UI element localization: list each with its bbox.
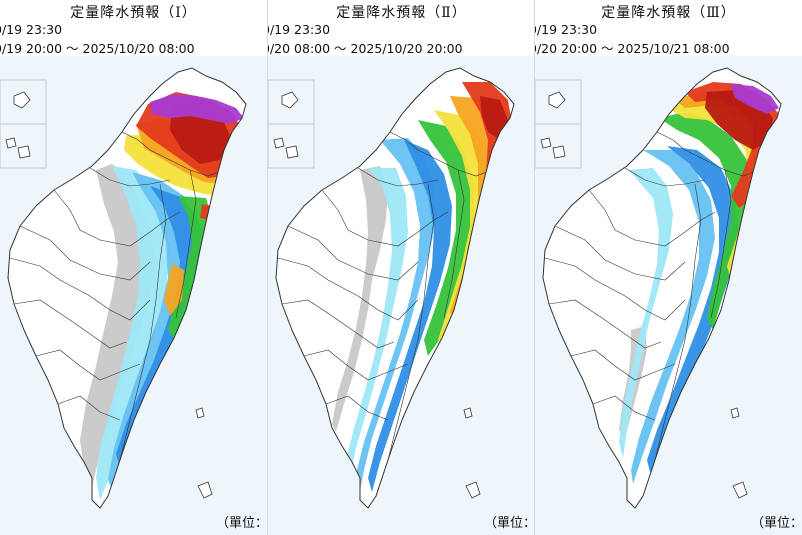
rain-zone-green [168,196,214,342]
rain-zone-cyan_light [96,166,170,500]
county-boundary [389,131,493,177]
county-boundary [554,225,686,281]
county-boundary [325,395,389,421]
rain-zone-yellow [434,110,490,350]
rain-zone-green [659,112,749,330]
valid-period: 0/19 20:00 ～ 2025/10/20 08:00 [0,41,195,56]
panel-divider [267,0,268,535]
rain-zone-magenta [150,94,244,124]
county-boundary [357,167,439,187]
county-boundary [9,257,151,321]
rain-zone-gray [80,164,156,496]
qpf-panel-3: 定量降水預報（Ⅲ） 0/19 23:30 0/20 20:00 ～ 2025/1… [535,0,802,535]
orchid-island [197,481,213,499]
county-boundary [592,395,656,421]
county-boundary [13,299,127,349]
county-boundary [544,257,686,321]
county-boundary [443,169,465,319]
county-boundary [548,299,662,349]
penghu-islet [13,91,31,109]
panel-title: 定量降水預報（Ⅰ） [70,5,197,21]
green-island [195,407,205,419]
rain-zone-blue [647,146,739,476]
county-boundary [277,257,419,321]
green-island [463,407,473,419]
county-boundary [303,349,409,381]
county-boundary [654,183,702,461]
valid-period: 0/20 20:00 ～ 2025/10/21 08:00 [535,41,730,56]
unit-label: （單位：毫 [215,516,267,531]
rain-zone-darkred [480,96,508,140]
county-boundary [287,225,419,281]
county-boundary [588,189,716,247]
green-island [730,407,740,419]
rain-zones [80,92,244,500]
penghu-islet [540,137,552,149]
county-boundary [119,183,167,461]
orchid-island [465,481,481,499]
taiwan-rain-map-2 [268,67,515,509]
unit-label: （單位：毫 [483,516,535,531]
rain-zone-blue [368,140,452,492]
penghu-islet [17,145,31,159]
taiwan-coastline [7,67,247,509]
rain-zone-magenta [731,84,779,114]
qpf-panel-2: 定量降水預報（Ⅱ） 0/19 23:30 0/20 08:00 ～ 2025/1… [268,0,535,535]
rain-zone-blue [116,186,204,468]
county-boundary [19,225,151,281]
panel-divider [534,0,535,535]
orchid-island [732,481,748,499]
county-boundary [35,349,141,381]
valid-period: 0/20 08:00 ～ 2025/10/20 20:00 [268,41,463,56]
taiwan-rain-map-3 [535,67,782,509]
county-boundary [656,131,760,177]
penghu-islet [285,145,299,159]
qpf-panel-1: 定量降水預報（Ⅰ） 0/19 23:30 0/19 20:00 ～ 2025/1… [0,0,267,535]
county-boundary [57,395,121,421]
county-boundary [710,169,732,319]
rain-zone-blue_light [108,172,198,494]
rain-zone-red [200,204,212,220]
county-boundary [281,299,395,349]
penghu-islet [281,91,299,109]
county-boundary [53,189,181,247]
panel-title: 定量降水預報（Ⅲ） [601,5,736,21]
issued-time: 0/19 23:30 [0,22,63,37]
county-boundary [321,189,449,247]
county-boundary [89,167,171,187]
taiwan-rain-map-1 [0,67,247,509]
taiwan-coastline [542,67,782,509]
inset-box [268,123,315,169]
county-boundary [387,183,435,461]
inset-box [0,123,47,169]
penghu-islet [273,137,285,149]
rain-zone-gray [332,166,388,432]
penghu-islet [552,145,566,159]
county-boundary [121,131,225,177]
county-boundary [175,169,197,319]
penghu-islet [548,91,566,109]
penghu-islet [5,137,17,149]
taiwan-coastline [275,67,515,509]
county-boundary [624,167,706,187]
issued-time: 0/19 23:30 [268,22,331,37]
unit-label: （單位：毫 [750,516,802,531]
rain-zone-red [450,314,464,336]
rain-zone-blue_light [631,150,715,484]
inset-box [535,123,582,169]
panel-title: 定量降水預報（Ⅱ） [336,5,467,21]
issued-time: 0/19 23:30 [535,22,598,37]
county-boundary [570,349,676,381]
rain-zone-cyan_light [619,168,673,458]
